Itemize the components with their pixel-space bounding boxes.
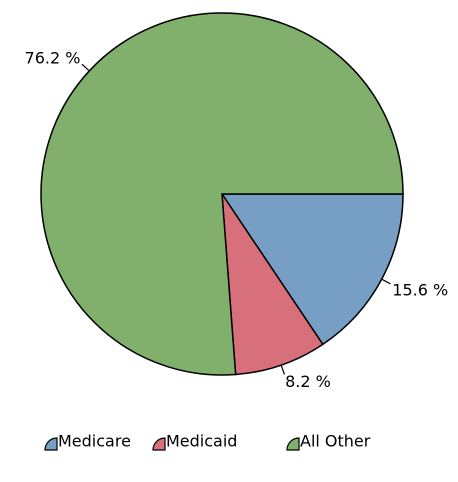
pie-slice [221,191,324,376]
leader-line [280,364,286,375]
data-label: 76.2 % [25,48,81,67]
pie-slice [40,12,404,376]
leader-line [381,278,391,285]
legend-label: All Other [300,432,371,451]
legend-swatch [152,437,166,451]
legend-label: Medicaid [166,432,237,451]
data-label: 8.2 % [285,372,331,391]
legend-swatch [44,437,58,451]
legend-swatch [286,437,300,451]
legend-label: Medicare [58,432,131,451]
pie-slice [220,193,404,346]
leader-line [81,63,90,72]
data-label: 15.6 % [392,280,448,299]
